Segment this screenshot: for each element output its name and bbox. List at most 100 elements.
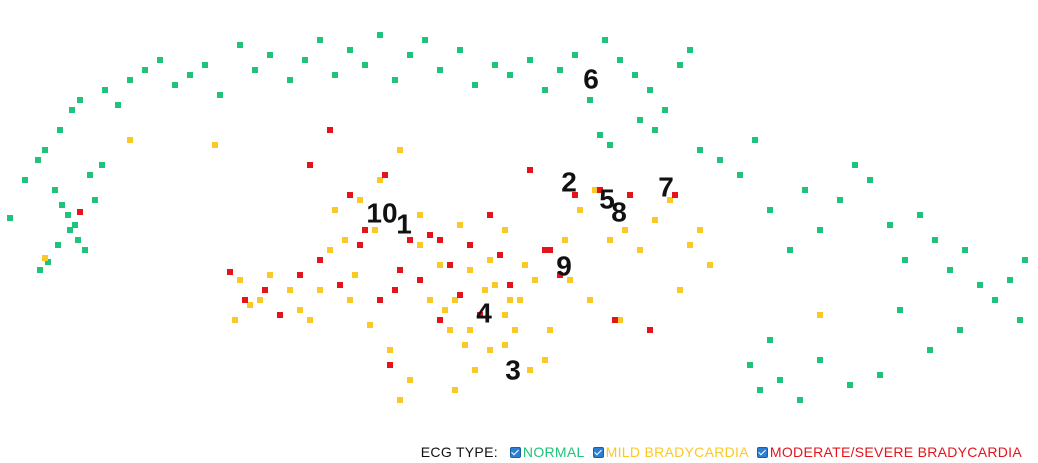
point xyxy=(867,177,873,183)
point xyxy=(212,142,218,148)
point xyxy=(437,262,443,268)
point xyxy=(352,272,358,278)
point xyxy=(687,47,693,53)
point xyxy=(597,132,603,138)
legend-item[interactable]: MODERATE/SEVERE BRADYCARDIA xyxy=(756,444,1022,460)
point xyxy=(75,237,81,243)
point xyxy=(767,337,773,343)
point xyxy=(67,227,73,233)
point xyxy=(697,227,703,233)
annotation: 2 xyxy=(561,166,577,197)
legend-item[interactable]: MILD BRADYCARDIA xyxy=(592,444,749,460)
point xyxy=(397,147,403,153)
point xyxy=(1022,257,1028,263)
point xyxy=(252,67,258,73)
point xyxy=(992,297,998,303)
point xyxy=(1017,317,1023,323)
point xyxy=(887,222,893,228)
point xyxy=(172,82,178,88)
point xyxy=(492,282,498,288)
point xyxy=(462,342,468,348)
point xyxy=(467,242,473,248)
point xyxy=(52,187,58,193)
point xyxy=(417,242,423,248)
point xyxy=(427,232,433,238)
point xyxy=(472,82,478,88)
point xyxy=(507,282,513,288)
point xyxy=(237,277,243,283)
point xyxy=(447,262,453,268)
point xyxy=(22,177,28,183)
annotation: 1 xyxy=(396,208,412,239)
point xyxy=(287,77,293,83)
point xyxy=(92,197,98,203)
point xyxy=(647,87,653,93)
point xyxy=(817,227,823,233)
point xyxy=(307,162,313,168)
point xyxy=(332,72,338,78)
point xyxy=(262,287,268,293)
point xyxy=(257,297,263,303)
point xyxy=(115,102,121,108)
point xyxy=(417,277,423,283)
point xyxy=(69,107,75,113)
point xyxy=(817,357,823,363)
point xyxy=(242,297,248,303)
point xyxy=(392,287,398,293)
point xyxy=(897,307,903,313)
point xyxy=(437,317,443,323)
checkbox[interactable] xyxy=(756,446,768,458)
point xyxy=(677,62,683,68)
point xyxy=(57,127,63,133)
point xyxy=(437,67,443,73)
point xyxy=(587,97,593,103)
point xyxy=(362,227,368,233)
checkbox[interactable] xyxy=(592,446,604,458)
point xyxy=(917,212,923,218)
legend-label: MODERATE/SEVERE BRADYCARDIA xyxy=(769,444,1022,460)
point xyxy=(202,62,208,68)
point xyxy=(99,162,105,168)
point xyxy=(457,292,463,298)
checkbox[interactable] xyxy=(509,446,521,458)
point xyxy=(837,197,843,203)
point xyxy=(482,287,488,293)
point xyxy=(927,347,933,353)
point xyxy=(157,57,163,63)
point xyxy=(247,302,253,308)
point xyxy=(317,257,323,263)
point xyxy=(502,227,508,233)
point xyxy=(667,197,673,203)
point xyxy=(472,367,478,373)
point xyxy=(962,247,968,253)
legend-label: MILD BRADYCARDIA xyxy=(605,444,749,460)
point xyxy=(502,342,508,348)
point xyxy=(542,247,548,253)
point xyxy=(337,282,343,288)
point xyxy=(612,317,618,323)
annotation: 7 xyxy=(658,171,674,202)
point xyxy=(617,57,623,63)
point xyxy=(342,237,348,243)
point xyxy=(37,267,43,273)
point xyxy=(382,172,388,178)
point xyxy=(747,362,753,368)
point xyxy=(287,287,293,293)
point xyxy=(752,137,758,143)
point xyxy=(647,327,653,333)
point xyxy=(632,72,638,78)
point xyxy=(977,282,983,288)
point xyxy=(637,117,643,123)
point xyxy=(55,242,61,248)
legend-title: ECG TYPE: xyxy=(420,444,498,460)
point xyxy=(102,87,108,93)
point xyxy=(362,62,368,68)
legend-item[interactable]: NORMAL xyxy=(509,444,585,460)
point xyxy=(487,257,493,263)
point xyxy=(577,207,583,213)
point xyxy=(187,72,193,78)
point xyxy=(377,297,383,303)
point xyxy=(397,397,403,403)
point xyxy=(7,215,13,221)
point xyxy=(77,97,83,103)
